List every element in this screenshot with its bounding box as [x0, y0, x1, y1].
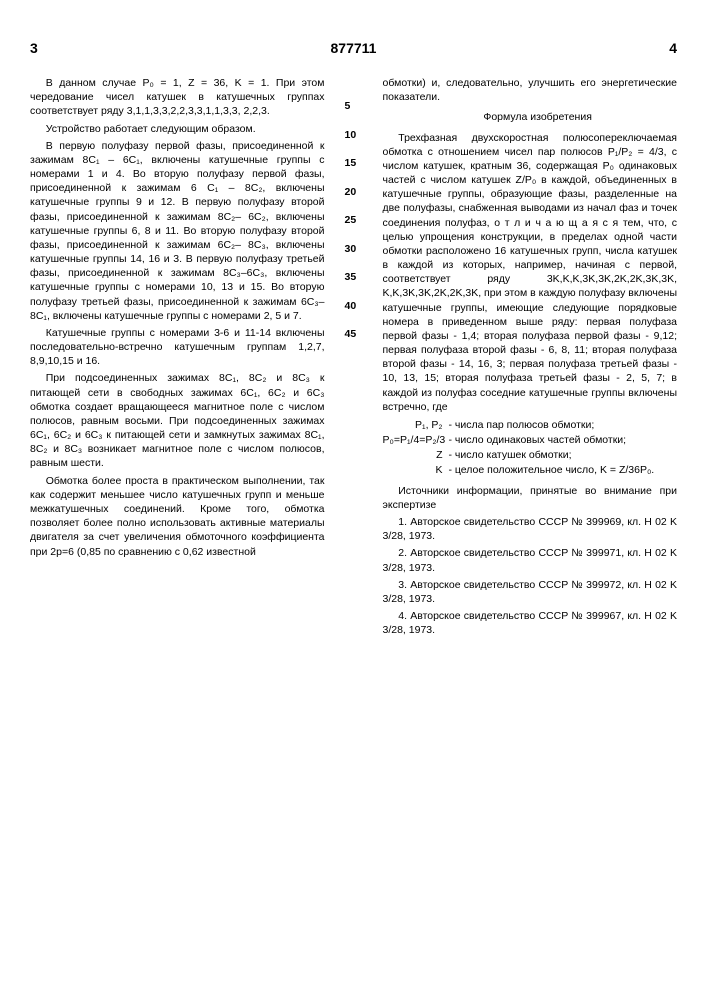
sources-title: Источники информации, принятые во вниман… — [383, 484, 678, 512]
paragraph: При подсоединенных зажимах 8С₁, 8С₂ и 8С… — [30, 371, 325, 470]
def-desc: - целое положительное число, K = Z/36P₀. — [449, 463, 678, 477]
line-number: 5 — [345, 100, 363, 112]
line-number: 40 — [345, 300, 363, 312]
text-columns: В данном случае P₀ = 1, Z = 36, K = 1. П… — [30, 76, 677, 640]
line-number: 20 — [345, 186, 363, 198]
line-numbers-gutter: 5 10 15 20 25 30 35 40 45 — [345, 76, 363, 640]
paragraph: В первую полуфазу первой фазы, присоедин… — [30, 139, 325, 323]
left-page-number: 3 — [30, 40, 38, 56]
formula-title: Формула изобретения — [383, 110, 678, 124]
left-column: В данном случае P₀ = 1, Z = 36, K = 1. П… — [30, 76, 325, 640]
def-term: P₀=P₁/4=P₂/3 — [383, 433, 449, 447]
source-item: 4. Авторское свидетельство СССР № 399967… — [383, 609, 678, 637]
line-number: 10 — [345, 129, 363, 141]
definition-row: P₁, P₂ - числа пар полюсов обмотки; — [383, 418, 678, 432]
paragraph: Катушечные группы с номерами 3-6 и 11-14… — [30, 326, 325, 369]
definitions-list: P₁, P₂ - числа пар полюсов обмотки; P₀=P… — [383, 418, 678, 478]
paragraph: Обмотка более проста в практическом выпо… — [30, 474, 325, 559]
def-desc: - числа пар полюсов обмотки; — [449, 418, 678, 432]
document-number: 877711 — [38, 40, 669, 56]
line-number: 15 — [345, 157, 363, 169]
source-item: 2. Авторское свидетельство СССР № 399971… — [383, 546, 678, 574]
paragraph: Трехфазная двухскоростная полюсопереключ… — [383, 131, 678, 414]
line-number: 30 — [345, 243, 363, 255]
right-page-number: 4 — [669, 40, 677, 56]
line-number: 25 — [345, 214, 363, 226]
def-term: Z — [383, 448, 449, 462]
line-number: 45 — [345, 328, 363, 340]
def-term: K — [383, 463, 449, 477]
line-number: 35 — [345, 271, 363, 283]
page-header: 3 877711 4 — [30, 40, 677, 56]
sources-section: Источники информации, принятые во вниман… — [383, 484, 678, 638]
source-item: 3. Авторское свидетельство СССР № 399972… — [383, 578, 678, 606]
definition-row: Z - число катушек обмотки; — [383, 448, 678, 462]
def-desc: - число одинаковых частей обмотки; — [449, 433, 678, 447]
paragraph: Устройство работает следующим образом. — [30, 122, 325, 136]
source-item: 1. Авторское свидетельство СССР № 399969… — [383, 515, 678, 543]
definition-row: P₀=P₁/4=P₂/3 - число одинаковых частей о… — [383, 433, 678, 447]
right-column: обмотки) и, следовательно, улучшить его … — [383, 76, 678, 640]
paragraph: обмотки) и, следовательно, улучшить его … — [383, 76, 678, 104]
def-term: P₁, P₂ — [383, 418, 449, 432]
paragraph: В данном случае P₀ = 1, Z = 36, K = 1. П… — [30, 76, 325, 119]
definition-row: K - целое положительное число, K = Z/36P… — [383, 463, 678, 477]
def-desc: - число катушек обмотки; — [449, 448, 678, 462]
